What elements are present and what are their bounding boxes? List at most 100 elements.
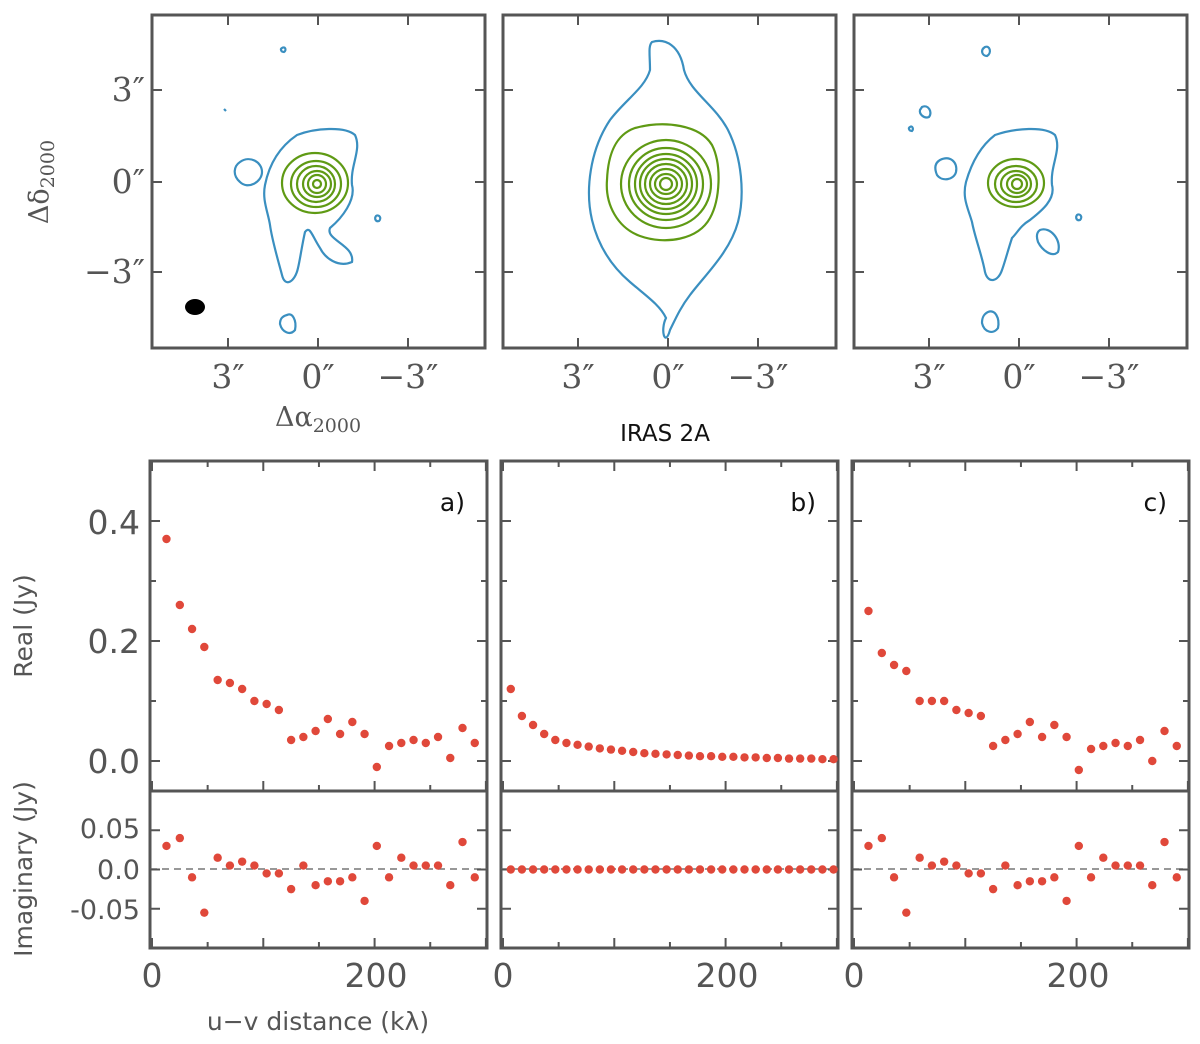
visibility-panels: a) b) c) 0.4 0.2 0.0 0.05 0.0 -0.05 0 20… [9, 459, 1191, 1036]
imag-point-a [446, 881, 455, 890]
map-a-contour-blob1 [233, 158, 264, 187]
imag-point-b [729, 865, 738, 874]
real-point-a [384, 741, 394, 751]
real-point-b [551, 735, 560, 745]
imag-point-c [952, 861, 961, 870]
real-point-c [1123, 741, 1132, 751]
imag-point-b [617, 865, 627, 874]
real-point-c [864, 606, 873, 616]
figure-title: IRAS 2A [620, 421, 710, 447]
real-point-c [927, 696, 937, 706]
map-c-xtick-0: 0″ [1002, 357, 1035, 396]
imag-point-c [1111, 861, 1120, 870]
imag-point-a [225, 861, 235, 870]
map-c-contour-blob1 [934, 157, 958, 181]
panel-label-a: a) [440, 488, 465, 517]
imag-point-b [684, 865, 694, 874]
map-c-contour-blob6 [907, 125, 914, 133]
real-point-a [348, 717, 357, 727]
real-point-b [651, 749, 660, 758]
imag-point-a [335, 877, 345, 886]
xtick-a-200: 200 [345, 956, 408, 995]
imag-ytick-m0.05: -0.05 [70, 895, 140, 926]
imag-point-c [1025, 877, 1035, 886]
real-point-c [1148, 756, 1157, 766]
imag-point-a [348, 873, 357, 882]
contour-maps: 3″ 0″ −3″ 3″ 0″ −3″ 3″ 0″ −3″ 3″ 0″ −3″ … [24, 13, 1189, 447]
real-point-a [470, 738, 479, 748]
imag-point-b [640, 865, 649, 874]
imag-point-c [1172, 873, 1181, 882]
real-point-b [718, 752, 727, 761]
map-a-contour-core [280, 151, 350, 215]
imag-point-b [751, 865, 760, 874]
imag-point-b [517, 865, 527, 874]
imag-point-c [864, 841, 873, 851]
real-point-b [584, 742, 593, 751]
real-point-a [446, 753, 455, 763]
real-point-c [1172, 741, 1181, 751]
real-point-c [1013, 729, 1022, 739]
imag-point-b [673, 865, 682, 874]
real-point-a [299, 732, 308, 742]
real-point-b [784, 754, 794, 763]
map-b-contour-low [587, 39, 743, 339]
map-c-contour-blob3 [980, 310, 1000, 333]
imag-point-c [1001, 861, 1010, 870]
imag-point-a [421, 861, 430, 870]
map-b-xtick-3: 3″ [561, 357, 594, 396]
imag-point-c [915, 853, 924, 862]
imag-point-c [1123, 861, 1132, 870]
imag-point-a [323, 877, 333, 886]
real-point-c [964, 708, 973, 718]
imag-point-b [528, 865, 538, 874]
real-point-b [673, 750, 682, 760]
map-b-xtick-m3: −3″ [728, 357, 789, 396]
map-c-contour-blob4 [981, 45, 991, 58]
imag-point-a [274, 869, 284, 878]
map-b-frame [501, 13, 838, 350]
real-point-b [528, 720, 538, 730]
real-point-c [1086, 744, 1096, 754]
map-c-contour-core [986, 157, 1046, 209]
imag-point-a [384, 873, 394, 882]
imag-point-c [1074, 841, 1084, 851]
map-a-contour-blob5 [223, 108, 227, 112]
imag-point-a [409, 861, 418, 870]
real-point-b [762, 753, 771, 763]
real-point-a [250, 696, 259, 706]
real-point-a [421, 738, 430, 748]
real-point-c [1111, 738, 1120, 748]
imag-point-a [286, 884, 296, 894]
imag-point-b [795, 865, 805, 874]
imag-ytick-0.05: 0.05 [80, 814, 140, 845]
real-point-a [323, 714, 333, 724]
map-ylabel: Δδ2000 [24, 140, 59, 224]
imag-point-c [1086, 873, 1096, 882]
imag-point-b [606, 865, 616, 874]
real-ytick-0.0: 0.0 [88, 742, 140, 781]
map-a-contour-low [263, 127, 359, 284]
imag-point-b [773, 865, 783, 874]
imag-point-c [1135, 861, 1145, 870]
xtick-c-200: 200 [1047, 956, 1110, 995]
contour-map-c [852, 13, 1189, 350]
imag-point-a [162, 841, 171, 851]
real-point-b [539, 729, 549, 739]
imag-point-a [397, 853, 406, 862]
map-c-contour-blob5 [918, 105, 932, 119]
imag-point-b [718, 865, 727, 874]
real-point-c [889, 660, 899, 670]
map-ylabel-main: Δδ [24, 188, 55, 224]
real-point-a [335, 729, 345, 739]
imag-point-c [976, 869, 986, 878]
imag-point-c [1160, 837, 1169, 847]
map-a-contour-blob4 [279, 46, 287, 54]
imag-point-c [1148, 881, 1157, 890]
real-point-c [902, 666, 911, 676]
map-c-contour-blob7 [1075, 213, 1083, 222]
imag-point-b [695, 865, 705, 874]
real-point-a [274, 705, 284, 715]
imag-point-b [662, 865, 671, 874]
real-point-b [617, 746, 627, 755]
